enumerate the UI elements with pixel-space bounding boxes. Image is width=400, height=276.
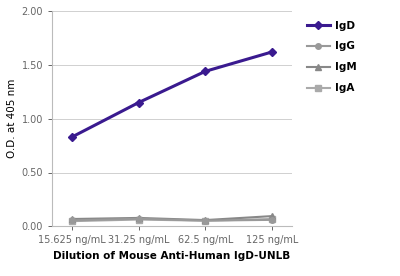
IgG — [136, 217, 141, 221]
IgD — [70, 135, 74, 139]
Line: IgA: IgA — [69, 216, 275, 224]
X-axis label: Dilution of Mouse Anti-Human IgD-UNLB: Dilution of Mouse Anti-Human IgD-UNLB — [53, 251, 291, 261]
IgA — [70, 219, 74, 223]
IgD — [203, 70, 208, 73]
IgM — [203, 218, 208, 222]
IgG — [70, 219, 74, 222]
Legend: IgD, IgG, IgM, IgA: IgD, IgG, IgM, IgA — [307, 20, 357, 93]
Line: IgG: IgG — [69, 216, 275, 223]
IgG — [270, 218, 274, 222]
IgD — [136, 101, 141, 104]
IgM — [70, 217, 74, 221]
Line: IgD: IgD — [69, 49, 275, 140]
IgA — [270, 217, 274, 221]
IgD — [270, 50, 274, 54]
IgA — [136, 218, 141, 221]
Y-axis label: O.D. at 405 nm: O.D. at 405 nm — [7, 79, 17, 158]
IgM — [270, 214, 274, 218]
Line: IgM: IgM — [69, 213, 275, 223]
IgG — [203, 219, 208, 222]
IgM — [136, 216, 141, 220]
IgA — [203, 219, 208, 222]
